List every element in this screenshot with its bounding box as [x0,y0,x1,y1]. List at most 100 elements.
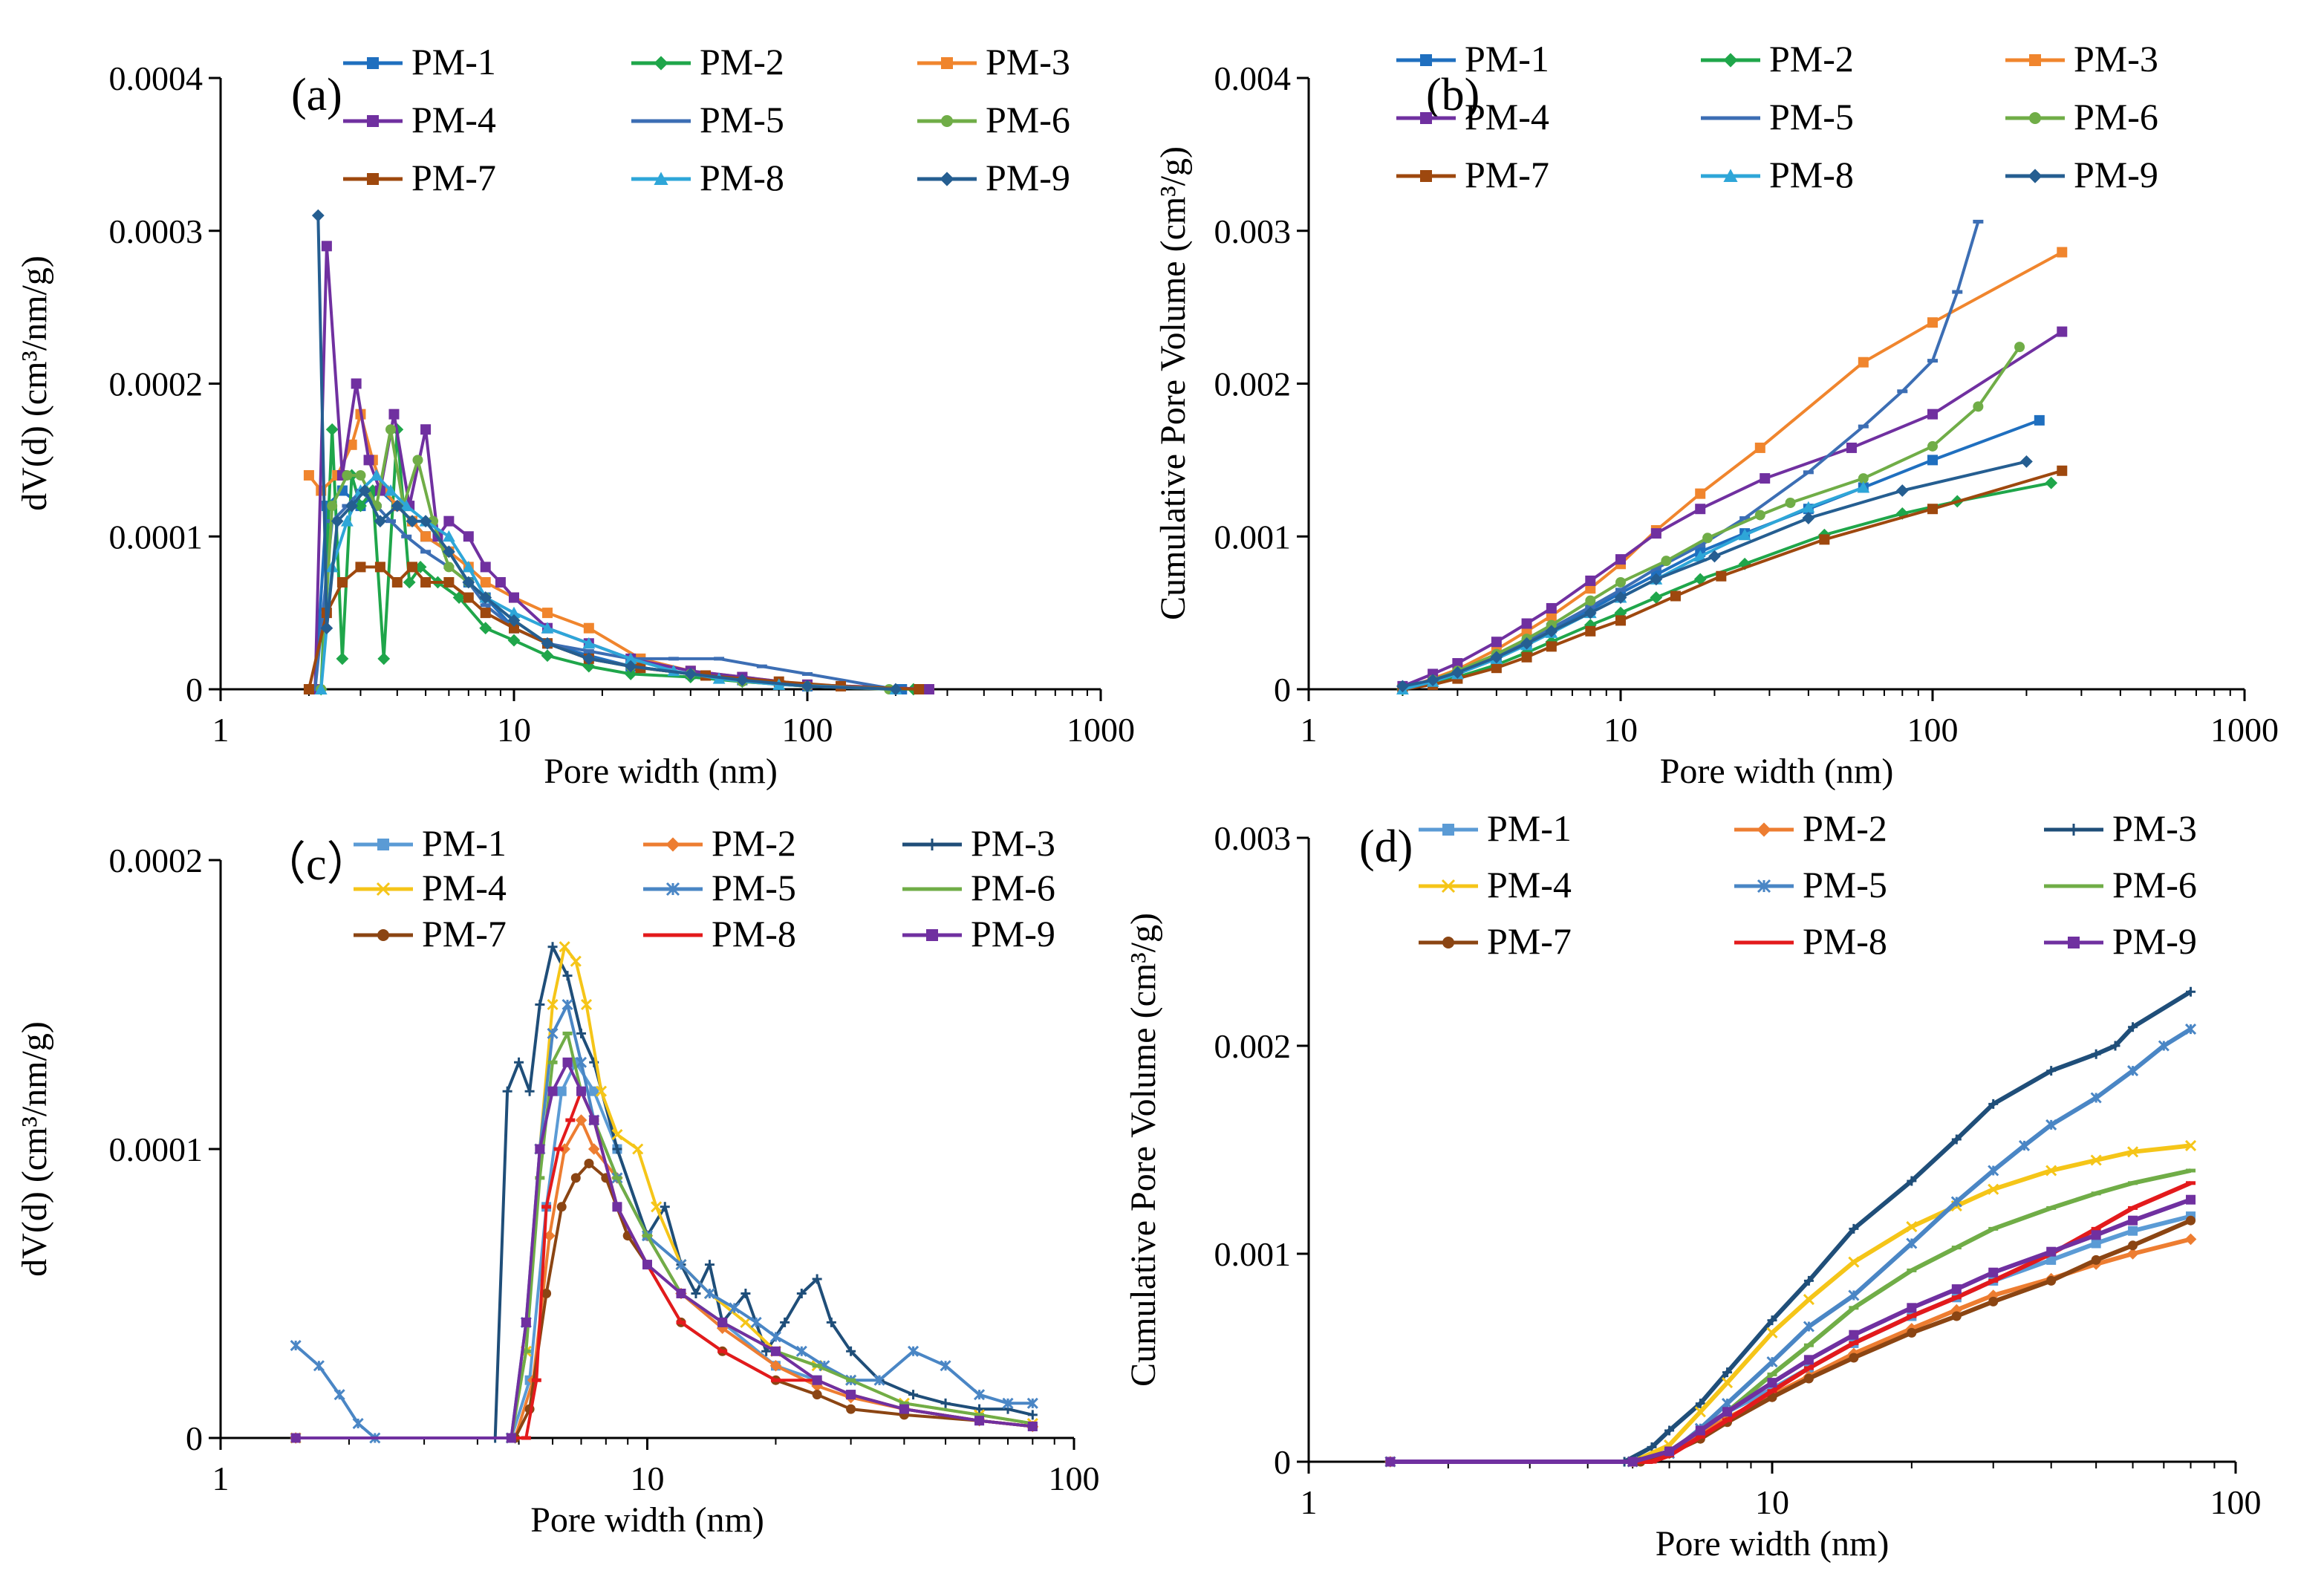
data-point [2045,1119,2057,1130]
series-line [313,244,929,691]
data-point [2126,1248,2139,1260]
series-line [296,1061,1033,1439]
data-point [974,1413,985,1417]
legend-entry-PM-7: PM-7 [354,913,507,954]
x-tick-label: 1 [1301,711,1318,749]
legend-label: PM-7 [1487,920,1572,962]
data-point [547,1027,559,1039]
data-point [363,455,374,466]
data-point [1693,550,1707,562]
data-point [2091,1226,2101,1231]
legend-entry-PM-4: PM-4 [354,867,507,908]
data-point [1585,575,1596,586]
legend-marker [376,882,391,896]
data-point [521,1317,531,1327]
data-point [1803,1321,1814,1332]
data-point [570,1173,581,1183]
legend-label: PM-4 [1487,864,1572,905]
data-point [1951,1295,1962,1300]
data-point [377,652,391,666]
data-point [899,1404,909,1414]
data-point [495,576,506,588]
series-line [1402,330,2063,688]
legend-entry-PM-6: PM-6 [2044,864,2197,905]
legend-label: PM-2 [1769,38,1854,79]
data-point [336,576,348,588]
legend-label: PM-3 [2112,807,2197,849]
data-point [2128,1022,2138,1032]
data-point [2014,342,2025,353]
data-point [351,378,362,389]
data-point [556,1086,567,1096]
data-point [443,515,455,527]
panel-label: (a) [291,70,342,120]
data-point [1906,1221,1918,1233]
data-point [1708,550,1721,563]
data-point [1988,1296,1999,1306]
x-tick-label: 1 [212,711,230,749]
data-point [412,455,423,466]
data-point [1615,588,1626,592]
legend-entry-PM-7: PM-7 [1396,154,1549,195]
data-point [531,1378,541,1382]
legend-marker [654,56,668,71]
legend-marker [1725,116,1737,120]
data-point [462,561,475,573]
data-point [2046,1066,2057,1076]
legend-label: PM-4 [1465,96,1549,137]
legend-entry-PM-3: PM-3 [2005,38,2158,79]
data-point [2045,1165,2057,1177]
data-point [1664,1425,1675,1436]
legend-marker [367,173,379,185]
data-point [2158,1040,2170,1052]
data-point [716,1322,729,1334]
data-point [480,576,491,588]
data-point [1615,554,1626,565]
legend-entry-PM-9: PM-9 [2044,920,2197,962]
chart-panel-c: 1 10 100 0 0.0001 0.0002 Pore width (nm) dV(d) … [15,822,1100,1540]
data-point [1491,637,1502,648]
data-point [741,1289,751,1298]
data-point [420,550,432,554]
data-point [2018,1139,2031,1151]
data-point [311,209,325,222]
data-point [1973,401,1984,412]
data-point [346,439,357,450]
data-point [559,1143,570,1155]
data-point [391,499,404,512]
data-point [668,657,679,661]
y-tick-label: 0 [1274,671,1291,709]
data-point [479,591,492,604]
data-point [908,1390,919,1400]
legend-label: PM-7 [1465,154,1549,195]
legend-label: PM-8 [712,913,796,954]
data-point [1767,1315,1777,1326]
data-point [524,1086,535,1096]
data-point [1452,658,1463,669]
series-PM-6 [290,1031,1038,1440]
y-tick-label: 0 [1274,1443,1291,1481]
data-point [1702,533,1713,544]
data-point [1927,504,1938,515]
data-point [1952,290,1963,294]
data-point [2186,986,2196,997]
legend-label: PM-7 [411,157,496,198]
data-point [562,1031,573,1035]
data-point [544,1229,556,1242]
data-point [570,955,582,967]
data-point [1803,1294,1814,1306]
data-point [1951,1284,1962,1295]
data-point [541,1205,552,1209]
data-point [1803,1275,1814,1286]
series-PM-8 [1385,1181,2196,1464]
legend-label: PM-6 [2074,96,2158,137]
legend-marker [1723,169,1738,182]
series-PM-9 [1396,455,2033,693]
data-point [735,674,749,687]
data-point [2057,247,2068,258]
legend-label: PM-9 [986,157,1070,198]
series-PM-7 [290,1158,1038,1443]
data-point [1846,442,1857,453]
data-point [507,634,521,647]
